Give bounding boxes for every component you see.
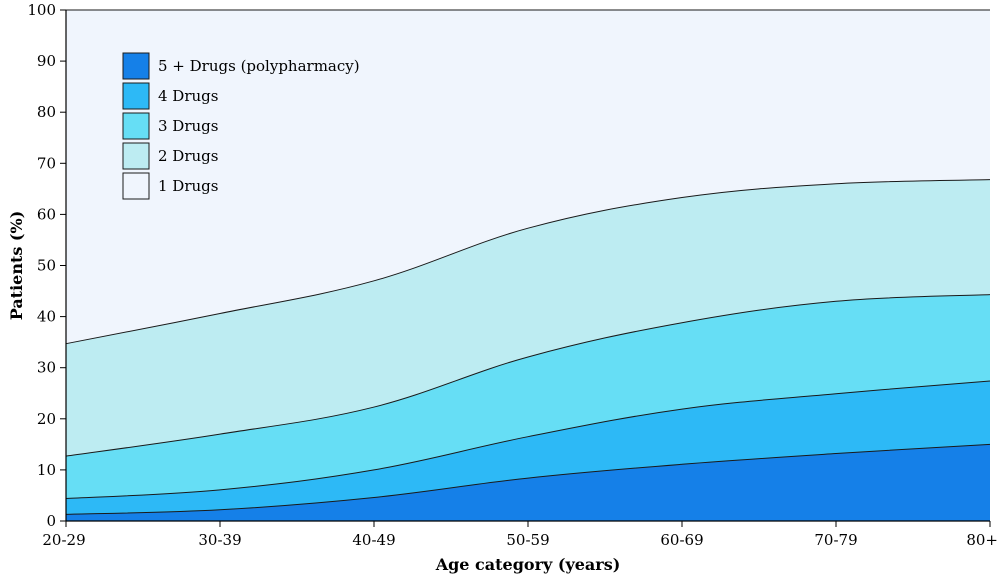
legend-label: 5 + Drugs (polypharmacy) (158, 57, 360, 75)
y-tick-label: 60 (37, 205, 56, 223)
y-tick-label: 0 (46, 512, 56, 530)
y-tick-label: 10 (37, 461, 56, 479)
legend-swatch (122, 52, 150, 80)
area-layers (65, 9, 991, 521)
legend-label: 2 Drugs (158, 147, 218, 165)
x-tick-label: 40-49 (352, 531, 395, 549)
x-axis-ticks: 20-29 30-39 40-49 50-59 60-69 70-79 80+ (42, 521, 998, 549)
x-tick-label: 50-59 (506, 531, 549, 549)
legend-label: 1 Drugs (158, 177, 218, 195)
area-boundary-line (65, 443, 991, 515)
area-boundary-line (65, 179, 991, 345)
y-tick-label: 80 (37, 103, 56, 121)
legend-label: 4 Drugs (158, 87, 218, 105)
y-tick-label: 90 (37, 52, 56, 70)
legend-swatch (122, 172, 150, 200)
x-tick-label: 70-79 (814, 531, 857, 549)
y-axis-title: Patients (%) (7, 211, 26, 321)
x-tick-label: 80+ (966, 531, 998, 549)
y-tick-label: 50 (37, 257, 56, 275)
x-tick-label: 60-69 (660, 531, 703, 549)
legend: 5 + Drugs (polypharmacy) 4 Drugs 3 Drugs 2 … (122, 52, 360, 200)
legend-swatch (122, 112, 150, 140)
y-tick-label: 100 (27, 1, 56, 19)
y-tick-label: 20 (37, 410, 56, 428)
y-tick-label: 40 (37, 308, 56, 326)
legend-swatch (122, 82, 150, 110)
y-tick-label: 30 (37, 359, 56, 377)
x-tick-label: 20-29 (42, 531, 85, 549)
area-boundary-line (65, 380, 991, 500)
x-tick-label: 30-39 (198, 531, 241, 549)
area-boundary-line (65, 294, 991, 457)
area-5-drugs-polypharmacy (66, 444, 990, 521)
y-axis-ticks: 0 10 20 30 40 50 60 70 80 90 100 (27, 1, 66, 530)
x-axis-title: Age category (years) (435, 555, 621, 574)
legend-label: 3 Drugs (158, 117, 218, 135)
legend-swatch (122, 142, 150, 170)
y-tick-label: 70 (37, 154, 56, 172)
